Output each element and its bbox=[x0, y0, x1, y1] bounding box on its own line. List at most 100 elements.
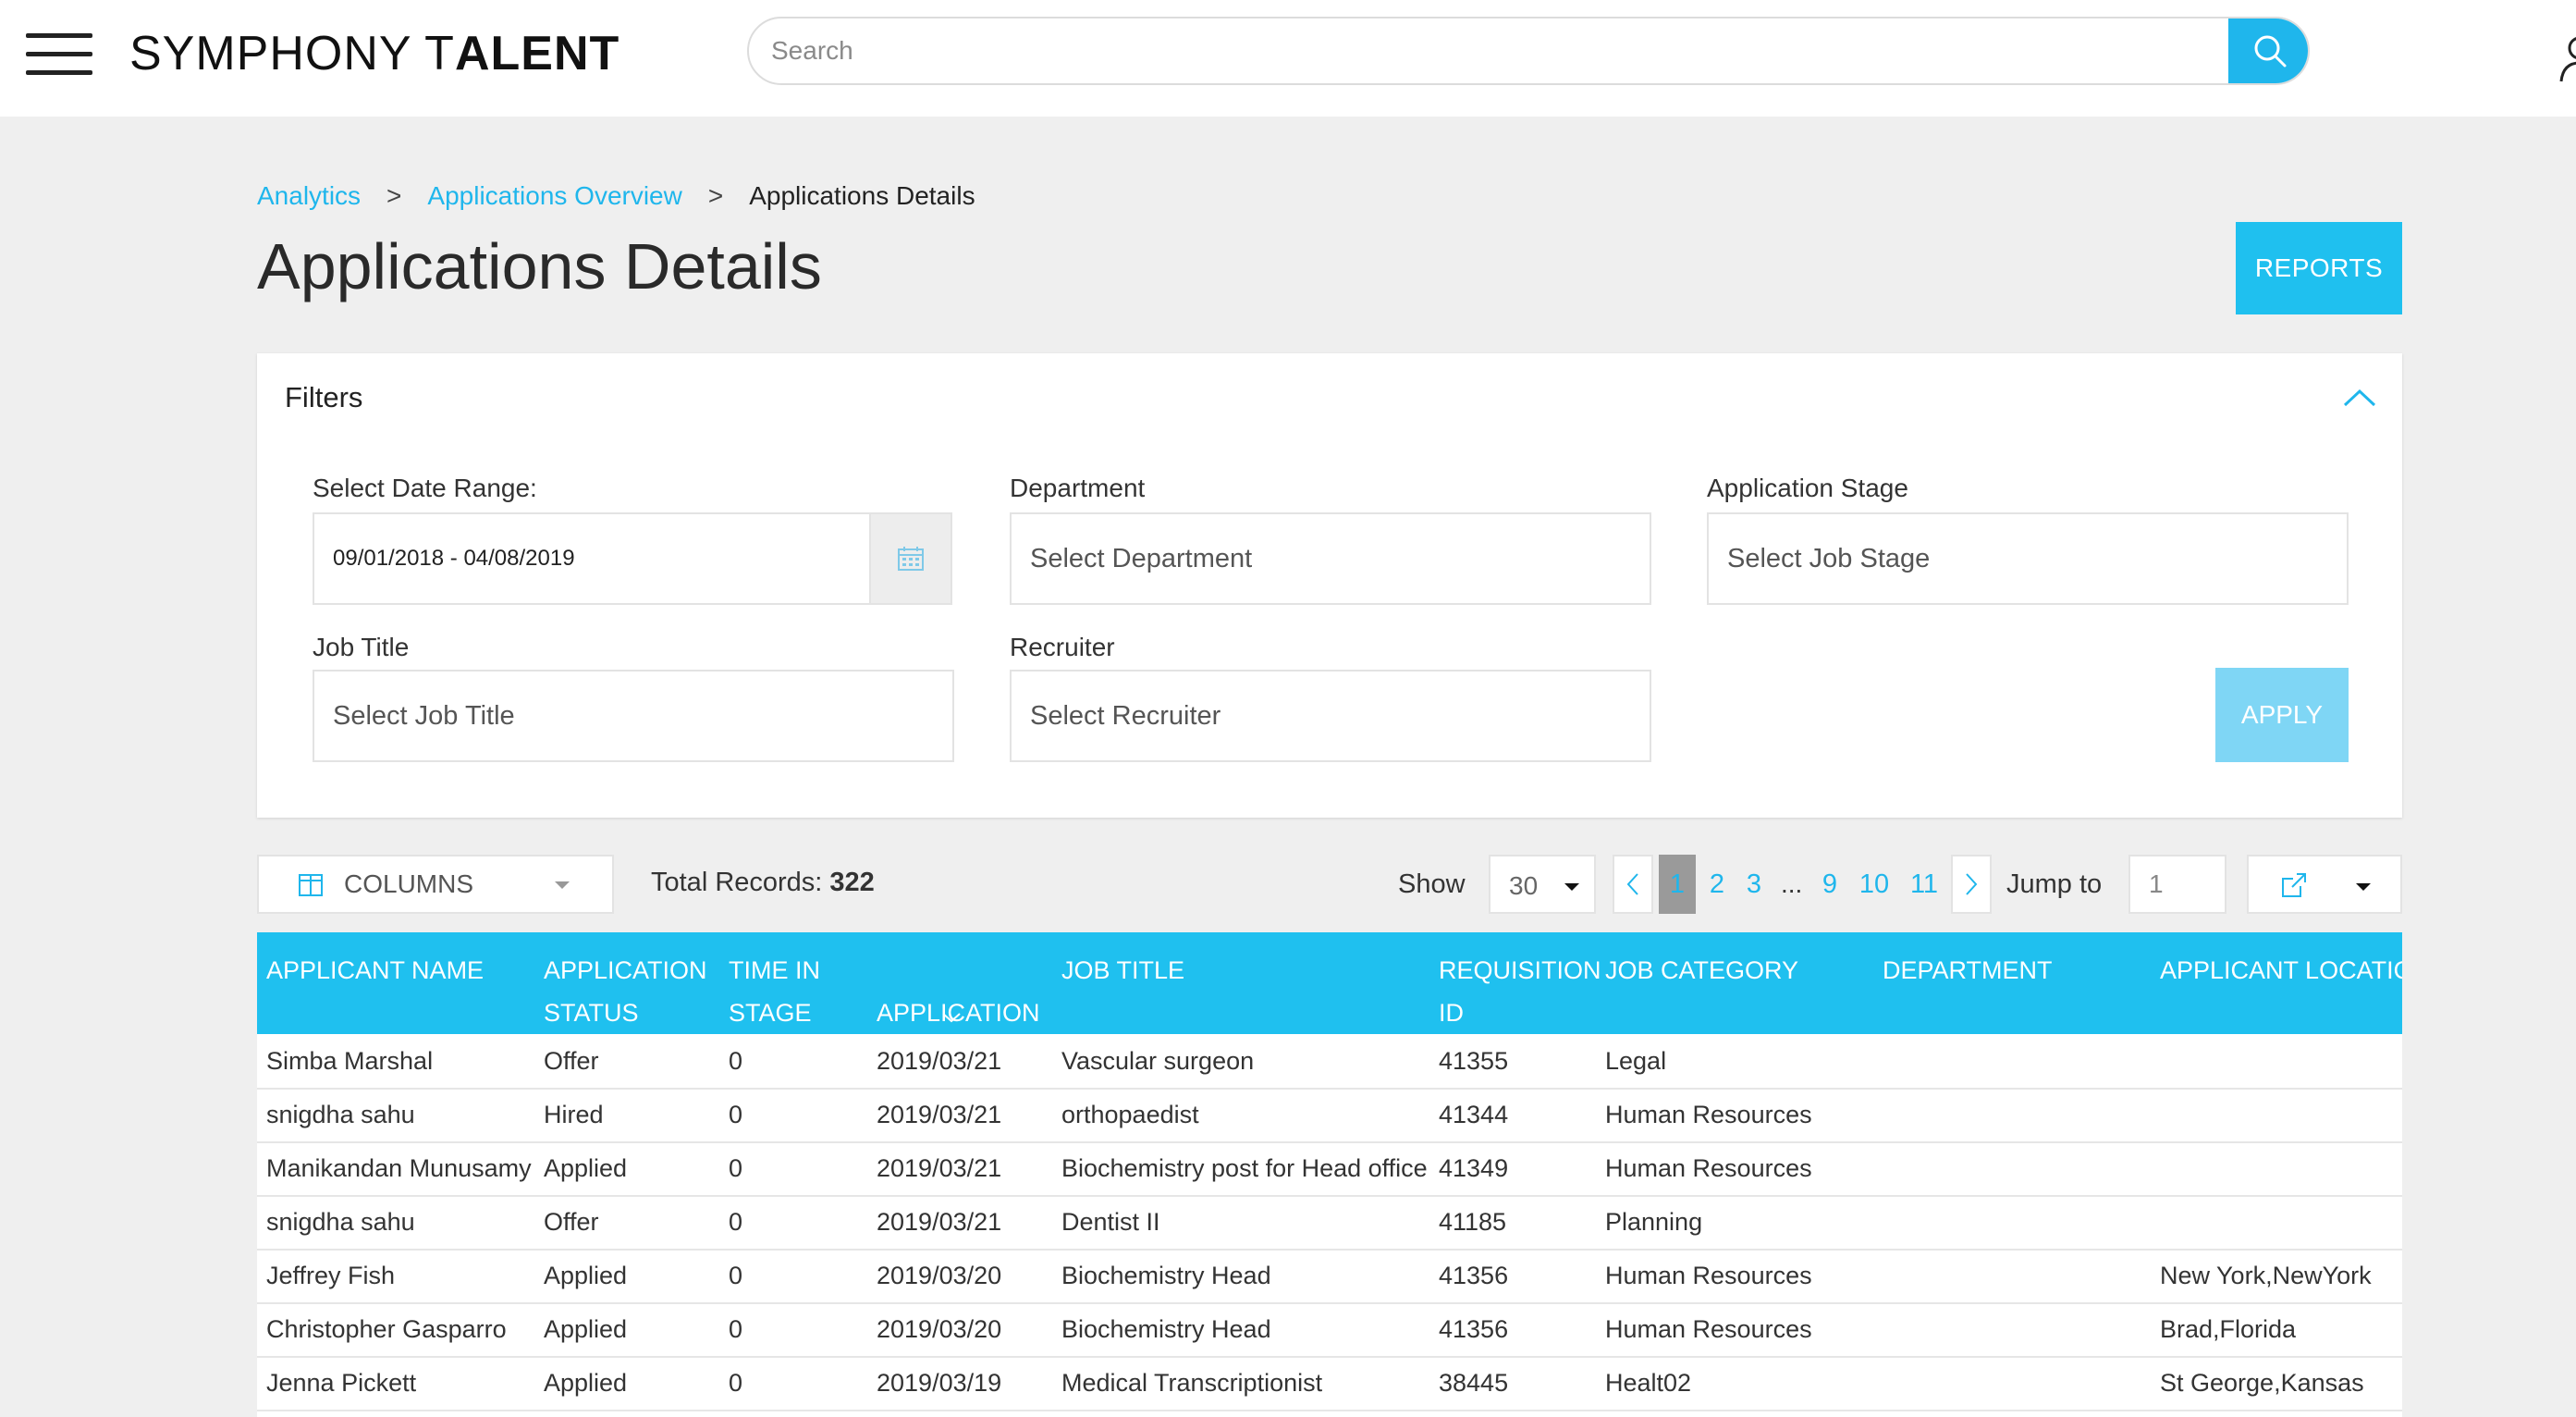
search-button[interactable] bbox=[2228, 18, 2308, 83]
total-records-label: Total Records: bbox=[651, 868, 823, 897]
page-size-value: 30 bbox=[1509, 871, 1539, 900]
cell-status: Offer bbox=[544, 1208, 599, 1236]
cell-time-in-stage: 0 bbox=[729, 1315, 743, 1343]
page-10[interactable]: 10 bbox=[1858, 869, 1890, 899]
page-1[interactable]: 1 bbox=[1659, 855, 1696, 914]
columns-label: COLUMNS bbox=[344, 869, 474, 898]
application-stage-label: Application Stage bbox=[1707, 474, 1908, 502]
cell-requisition-id: 41185 bbox=[1439, 1208, 1507, 1236]
brand-logo[interactable]: SYMPHONY TALENT bbox=[129, 26, 619, 81]
cell-job-title: Biochemistry post for Head office bbox=[1061, 1154, 1428, 1182]
cell-time-in-stage: 0 bbox=[729, 1262, 743, 1289]
cell-job-category: Healt02 bbox=[1605, 1369, 1692, 1397]
menu-icon[interactable] bbox=[26, 33, 92, 76]
cell-job-title: Medical Transcriptionist bbox=[1061, 1369, 1323, 1397]
page-size-select[interactable]: 30 bbox=[1489, 855, 1596, 914]
cell-date: 2019/03/20 bbox=[877, 1262, 1002, 1289]
column-header-time-in-stage[interactable]: TIME IN STAGE bbox=[729, 956, 820, 1027]
breadcrumb-current: Applications Details bbox=[749, 181, 975, 210]
cell-requisition-id: 41344 bbox=[1439, 1101, 1509, 1128]
jump-to-label: Jump to bbox=[2006, 869, 2103, 899]
filters-title: Filters bbox=[285, 381, 363, 413]
chevron-up-icon[interactable] bbox=[2341, 387, 2378, 409]
apply-button[interactable]: APPLY bbox=[2215, 668, 2349, 762]
breadcrumb-analytics[interactable]: Analytics bbox=[257, 181, 362, 210]
column-header-applicant-name[interactable]: APPLICANT NAME bbox=[266, 956, 485, 984]
filters-panel: Filters Select Date Range: 09/01/2018 - … bbox=[257, 353, 2402, 818]
caret-down-icon bbox=[555, 881, 570, 889]
chevron-right-icon bbox=[1966, 873, 1978, 895]
cell-time-in-stage: 0 bbox=[729, 1208, 743, 1236]
job-title-select[interactable]: Select Job Title bbox=[313, 670, 954, 762]
column-header-applicant-location[interactable]: APPLICANT LOCATION bbox=[2160, 956, 2402, 984]
search-input[interactable] bbox=[771, 18, 2158, 83]
cell-status: Offer bbox=[544, 1047, 599, 1075]
cell-applicant-name: Jeffrey Fish bbox=[266, 1262, 396, 1289]
recruiter-select[interactable]: Select Recruiter bbox=[1010, 670, 1651, 762]
caret-down-icon bbox=[1564, 883, 1579, 891]
cell-location: St George,Kansas bbox=[2160, 1369, 2364, 1397]
page-2[interactable]: 2 bbox=[1709, 869, 1725, 899]
column-header-job-title[interactable]: JOB TITLE bbox=[1061, 956, 1185, 984]
cell-applicant-name: Jenna Pickett bbox=[266, 1369, 417, 1397]
cell-location: Brad,Florida bbox=[2160, 1315, 2297, 1343]
table-row[interactable]: Simba Marshal Offer 0 2019/03/21 Vascula… bbox=[257, 1036, 2402, 1090]
cell-time-in-stage: 0 bbox=[729, 1101, 743, 1128]
recruiter-label: Recruiter bbox=[1010, 633, 1115, 661]
cell-location: New York,NewYork bbox=[2160, 1262, 2372, 1289]
calendar-button[interactable] bbox=[869, 512, 952, 605]
cell-job-title: Vascular surgeon bbox=[1061, 1047, 1255, 1075]
cell-applicant-name: snigdha sahu bbox=[266, 1208, 415, 1236]
cell-status: Applied bbox=[544, 1154, 628, 1182]
column-header-department[interactable]: DEPARTMENT bbox=[1883, 956, 2053, 984]
cell-status: Applied bbox=[544, 1262, 628, 1289]
date-range-field[interactable]: 09/01/2018 - 04/08/2019 bbox=[313, 512, 871, 605]
jump-to-input[interactable] bbox=[2128, 855, 2226, 914]
breadcrumb: Analytics > Applications Overview > Applicat… bbox=[257, 181, 975, 211]
cell-date: 2019/03/20 bbox=[877, 1315, 1002, 1343]
export-dropdown[interactable] bbox=[2247, 855, 2402, 914]
application-stage-select[interactable]: Select Job Stage bbox=[1707, 512, 2349, 605]
cell-job-category: Human Resources bbox=[1605, 1315, 1812, 1343]
search-bar bbox=[747, 17, 2310, 85]
cell-date: 2019/03/19 bbox=[877, 1369, 1002, 1397]
cell-date: 2019/03/21 bbox=[877, 1154, 1002, 1182]
total-records-value: 322 bbox=[829, 868, 875, 897]
pagination-ellipsis: ... bbox=[1781, 869, 1803, 898]
chevron-left-icon bbox=[1626, 873, 1638, 895]
cell-date: 2019/03/21 bbox=[877, 1101, 1002, 1128]
table-row[interactable]: Jenna Pickett Applied 0 2019/03/19 Medic… bbox=[257, 1358, 2402, 1411]
next-page-button[interactable] bbox=[1951, 855, 1992, 914]
table-row[interactable]: snigdha sahu Offer 0 2019/03/21 Dentist … bbox=[257, 1197, 2402, 1251]
page-9[interactable]: 9 bbox=[1822, 869, 1838, 899]
page-11[interactable]: 11 bbox=[1909, 869, 1939, 899]
column-header-job-category[interactable]: JOB CATEGORY bbox=[1605, 956, 1799, 984]
column-header-application-status[interactable]: APPLICATION STATUS bbox=[544, 956, 707, 1027]
columns-dropdown[interactable]: COLUMNS bbox=[257, 855, 614, 914]
cell-time-in-stage: 0 bbox=[729, 1154, 743, 1182]
cell-job-title: Dentist II bbox=[1061, 1208, 1160, 1236]
breadcrumb-separator: > bbox=[707, 181, 724, 210]
cell-job-title: Biochemistry Head bbox=[1061, 1262, 1271, 1289]
cell-requisition-id: 41349 bbox=[1439, 1154, 1509, 1182]
caret-down-icon bbox=[2356, 883, 2371, 891]
table-row[interactable]: Christopher Gasparro Applied 0 2019/03/2… bbox=[257, 1304, 2402, 1358]
user-icon[interactable] bbox=[2559, 33, 2576, 83]
table-row[interactable]: snigdha sahu Hired 0 2019/03/21 orthopae… bbox=[257, 1090, 2402, 1143]
reports-button[interactable]: REPORTS bbox=[2236, 222, 2402, 314]
cell-status: Applied bbox=[544, 1369, 628, 1397]
page-title: Applications Details bbox=[257, 230, 822, 302]
table-row[interactable]: Manikandan Munusamy Applied 0 2019/03/21… bbox=[257, 1143, 2402, 1197]
cell-requisition-id: 41356 bbox=[1439, 1262, 1509, 1289]
prev-page-button[interactable] bbox=[1613, 855, 1653, 914]
table-row[interactable]: Jeffrey Fish Applied 0 2019/03/20 Bioche… bbox=[257, 1251, 2402, 1304]
cell-status: Applied bbox=[544, 1315, 628, 1343]
cell-job-category: Planning bbox=[1605, 1208, 1703, 1236]
logo-text-bold: ALENT bbox=[454, 27, 620, 80]
applications-table: APPLICANT NAME APPLICATION STATUS TIME I… bbox=[257, 932, 2402, 1417]
breadcrumb-applications-overview[interactable]: Applications Overview bbox=[427, 181, 682, 210]
page-3[interactable]: 3 bbox=[1746, 869, 1762, 899]
show-label: Show bbox=[1398, 869, 1466, 899]
department-select[interactable]: Select Department bbox=[1010, 512, 1651, 605]
column-header-requisition-id[interactable]: REQUISITION ID bbox=[1439, 956, 1601, 1027]
